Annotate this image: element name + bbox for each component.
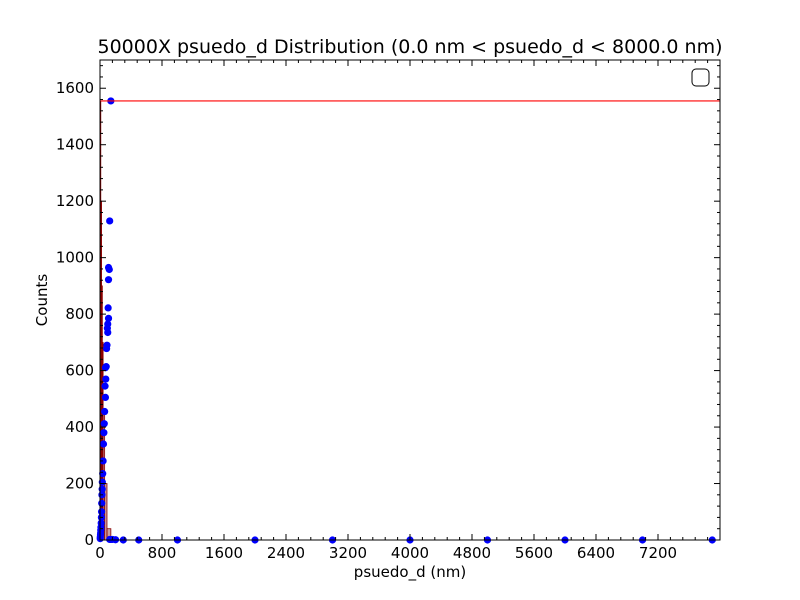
data-point — [105, 265, 113, 274]
y-tick-label: 1000 — [56, 249, 94, 267]
data-point — [101, 364, 110, 372]
data-point — [100, 420, 108, 428]
y-tick-label: 600 — [65, 362, 94, 380]
data-point — [102, 375, 110, 383]
x-axis-label: psuedo_d (nm) — [354, 563, 466, 582]
data-point — [104, 328, 112, 337]
y-tick-label: 1200 — [56, 192, 94, 210]
y-tick-label: 1400 — [56, 136, 94, 154]
data-point — [100, 429, 108, 437]
data-point — [104, 276, 113, 284]
y-tick-label: 0 — [84, 531, 94, 549]
data-point — [99, 457, 107, 465]
y-tick-label: 200 — [65, 475, 94, 493]
plot-area — [100, 60, 720, 540]
x-tick-label: 4800 — [453, 544, 491, 562]
x-tick-label: 1600 — [205, 544, 243, 562]
chart-title: 50000X psuedo_d Distribution (0.0 nm < p… — [98, 36, 723, 58]
data-point — [99, 440, 108, 448]
data-point — [101, 393, 110, 402]
y-axis-label: Counts — [33, 274, 51, 327]
plot-frame — [99, 59, 721, 541]
data-point — [104, 314, 113, 322]
x-tick-label: 2400 — [267, 544, 305, 562]
x-tick-label: 4000 — [391, 544, 429, 562]
data-point — [101, 407, 109, 416]
legend-box — [691, 68, 710, 87]
y-tick-label: 800 — [65, 305, 94, 323]
data-point — [106, 217, 114, 225]
data-point — [102, 344, 111, 353]
x-tick-label: 5600 — [515, 544, 553, 562]
x-axis-ticks: 0 800 1600 2400 3200 4000 4800 5600 6400 7200 — [95, 60, 709, 562]
x-tick-label: 7200 — [639, 544, 677, 562]
x-tick-label: 6400 — [577, 544, 615, 562]
y-tick-label: 1600 — [56, 79, 94, 97]
data-point — [101, 382, 109, 390]
x-tick-label: 3200 — [329, 544, 367, 562]
x-tick-label: 800 — [148, 544, 177, 562]
data-point — [104, 304, 112, 312]
x-tick-label: 0 — [95, 544, 105, 562]
y-tick-label: 400 — [65, 418, 94, 436]
